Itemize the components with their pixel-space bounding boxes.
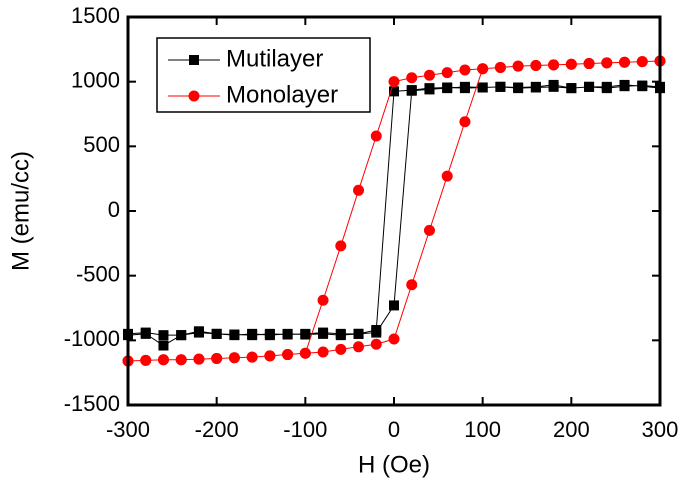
marker [317,346,329,358]
marker [353,328,364,339]
marker [406,279,418,291]
y-tick-label: -1000 [64,326,120,351]
plot-frame [126,15,662,407]
marker [424,84,435,95]
marker [530,82,541,93]
x-tick-label: -100 [283,417,327,442]
marker [477,63,489,75]
marker [459,116,471,128]
marker [282,349,294,361]
marker [548,59,560,71]
marker [441,170,453,182]
marker [459,81,470,92]
marker [335,343,347,355]
legend-label: Mutilayer [226,45,323,72]
marker [140,328,151,339]
marker [406,72,418,84]
x-tick-label: 200 [553,417,590,442]
marker [228,352,240,364]
marker [389,300,399,311]
marker [459,64,471,76]
marker [495,81,506,92]
x-axis-label: H (Oe) [358,451,430,478]
x-tick-label: 0 [388,417,400,442]
marker [389,86,399,97]
marker [370,338,382,350]
marker [211,328,222,339]
marker [335,330,346,341]
marker [619,56,631,68]
y-axis-label: M (emu/cc) [7,151,34,271]
marker [193,353,205,365]
marker [299,347,311,359]
legend-marker [188,90,200,102]
marker [477,82,488,93]
marker [264,350,276,362]
y-tick-label: 1500 [71,3,120,28]
marker [423,69,435,81]
marker [423,224,435,236]
marker [282,328,293,339]
marker [601,81,612,92]
marker [317,294,329,306]
marker [371,327,382,338]
marker [388,333,400,345]
marker [442,83,453,94]
marker [566,83,577,94]
marker [158,340,169,351]
marker [140,354,152,366]
marker [530,60,542,71]
legend-marker [189,55,199,65]
legend-label: Monolayer [226,81,338,108]
y-tick-label: 1000 [71,67,120,92]
marker [229,330,240,341]
marker [158,330,169,341]
marker [601,57,613,69]
marker [512,60,524,72]
marker [565,58,577,70]
x-tick-label: -300 [106,417,150,442]
x-tick-label: 300 [642,417,679,442]
marker [584,81,595,92]
marker [193,327,204,338]
y-tick-label: 0 [108,197,120,222]
marker [370,130,382,142]
marker [406,85,417,96]
marker [176,330,187,341]
marker [353,184,365,196]
y-tick-label: -1500 [64,391,120,416]
marker [353,341,365,353]
marker [211,352,223,364]
y-tick-label: 500 [83,132,120,157]
marker [157,354,169,366]
marker [513,83,524,94]
marker [318,328,329,339]
marker [300,329,311,340]
marker [494,61,506,73]
marker [583,58,595,70]
marker [441,67,453,79]
marker [637,81,648,92]
marker [175,354,187,366]
marker [636,56,648,68]
marker [548,81,559,92]
marker [246,351,258,363]
x-tick-label: 100 [464,417,501,442]
y-tick-label: -500 [76,261,120,286]
x-tick-label: -200 [195,417,239,442]
marker [335,240,347,252]
marker [619,79,630,90]
marker [388,76,400,88]
legend: Mutilayer Monolayer [156,37,371,113]
marker [264,330,275,341]
marker [247,328,258,339]
